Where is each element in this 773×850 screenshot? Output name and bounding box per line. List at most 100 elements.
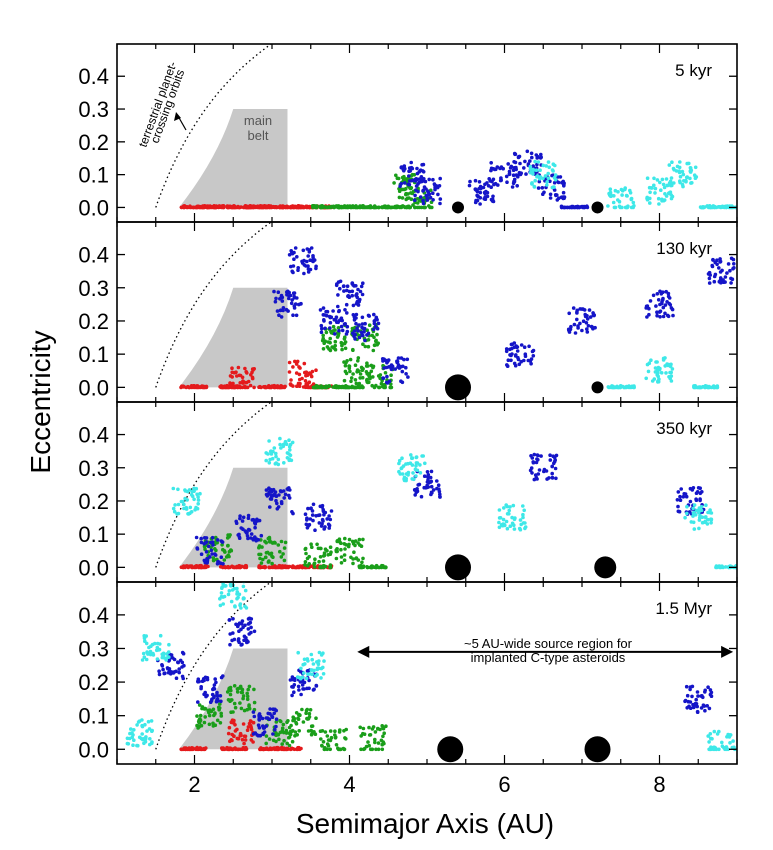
data-point xyxy=(518,518,523,522)
data-point xyxy=(271,732,275,736)
data-point xyxy=(678,174,683,179)
data-point xyxy=(514,165,518,170)
data-point xyxy=(616,198,620,202)
data-point xyxy=(505,180,509,184)
data-point xyxy=(467,183,472,188)
data-point xyxy=(672,181,676,185)
data-point xyxy=(372,312,376,317)
data-point xyxy=(342,360,346,364)
data-point xyxy=(356,303,361,307)
data-point xyxy=(663,364,667,368)
data-point xyxy=(404,187,408,191)
data-point xyxy=(691,702,695,707)
data-point xyxy=(711,257,715,262)
data-point xyxy=(294,722,299,726)
data-point xyxy=(614,385,618,390)
data-point xyxy=(279,385,283,390)
data-point xyxy=(516,155,521,160)
data-point xyxy=(196,498,201,502)
data-point xyxy=(548,179,552,184)
data-point xyxy=(235,586,239,591)
data-point xyxy=(278,436,282,441)
data-point xyxy=(192,497,196,502)
data-point xyxy=(246,513,251,518)
data-point xyxy=(653,191,657,195)
data-point xyxy=(617,204,622,209)
data-point xyxy=(518,161,522,166)
data-point xyxy=(274,296,278,301)
data-point xyxy=(740,205,744,209)
data-point xyxy=(247,706,252,711)
data-point xyxy=(647,361,652,366)
data-point xyxy=(530,182,534,186)
data-point xyxy=(674,169,679,173)
data-point xyxy=(380,724,385,728)
data-point xyxy=(741,206,745,210)
data-point xyxy=(397,469,401,474)
data-point xyxy=(381,376,385,380)
data-point xyxy=(233,565,237,570)
data-point xyxy=(279,719,283,724)
data-point xyxy=(327,384,332,389)
data-point xyxy=(584,321,589,325)
data-point xyxy=(413,193,417,198)
data-point xyxy=(311,254,315,258)
data-point xyxy=(314,716,318,720)
data-point xyxy=(483,195,488,199)
data-point xyxy=(571,306,576,310)
data-point xyxy=(235,385,240,390)
data-point xyxy=(677,170,682,175)
data-point xyxy=(131,743,135,747)
data-point xyxy=(361,326,366,331)
data-point xyxy=(331,324,336,329)
data-point xyxy=(218,702,222,706)
data-point xyxy=(402,181,407,185)
data-point xyxy=(545,183,549,187)
data-point xyxy=(656,298,661,302)
data-point xyxy=(232,684,237,688)
data-point xyxy=(343,536,347,541)
data-point xyxy=(264,492,269,497)
data-point xyxy=(554,476,558,481)
data-point xyxy=(295,675,300,679)
data-point xyxy=(387,365,391,369)
data-point xyxy=(413,177,418,182)
data-point xyxy=(650,379,655,383)
data-point xyxy=(648,190,652,195)
data-point xyxy=(712,279,717,284)
data-point xyxy=(199,540,204,545)
data-point xyxy=(221,385,226,390)
data-point xyxy=(682,179,686,183)
data-point xyxy=(305,707,310,712)
data-point xyxy=(257,713,261,717)
data-point xyxy=(219,714,224,718)
y-tick-label: 0.2 xyxy=(78,670,109,695)
data-point xyxy=(507,169,512,174)
data-point xyxy=(312,561,317,565)
data-point xyxy=(314,514,318,518)
data-point xyxy=(381,734,385,739)
data-point xyxy=(370,565,374,570)
data-point xyxy=(333,733,337,737)
data-point xyxy=(578,321,582,326)
data-point xyxy=(325,742,330,746)
data-point xyxy=(235,596,239,601)
data-point xyxy=(287,486,291,490)
data-point xyxy=(371,725,376,729)
data-point xyxy=(274,454,278,459)
data-point xyxy=(251,710,256,714)
data-point xyxy=(324,205,328,209)
data-point xyxy=(269,493,273,497)
data-point xyxy=(292,257,296,262)
data-point xyxy=(431,177,435,182)
data-point xyxy=(272,384,276,388)
data-point xyxy=(281,552,285,556)
data-point xyxy=(573,331,578,335)
data-point xyxy=(264,724,269,728)
data-point xyxy=(688,176,692,181)
data-point xyxy=(367,725,371,730)
data-point xyxy=(278,549,282,554)
data-point xyxy=(405,196,410,200)
data-point xyxy=(423,179,428,184)
data-point xyxy=(661,305,666,310)
